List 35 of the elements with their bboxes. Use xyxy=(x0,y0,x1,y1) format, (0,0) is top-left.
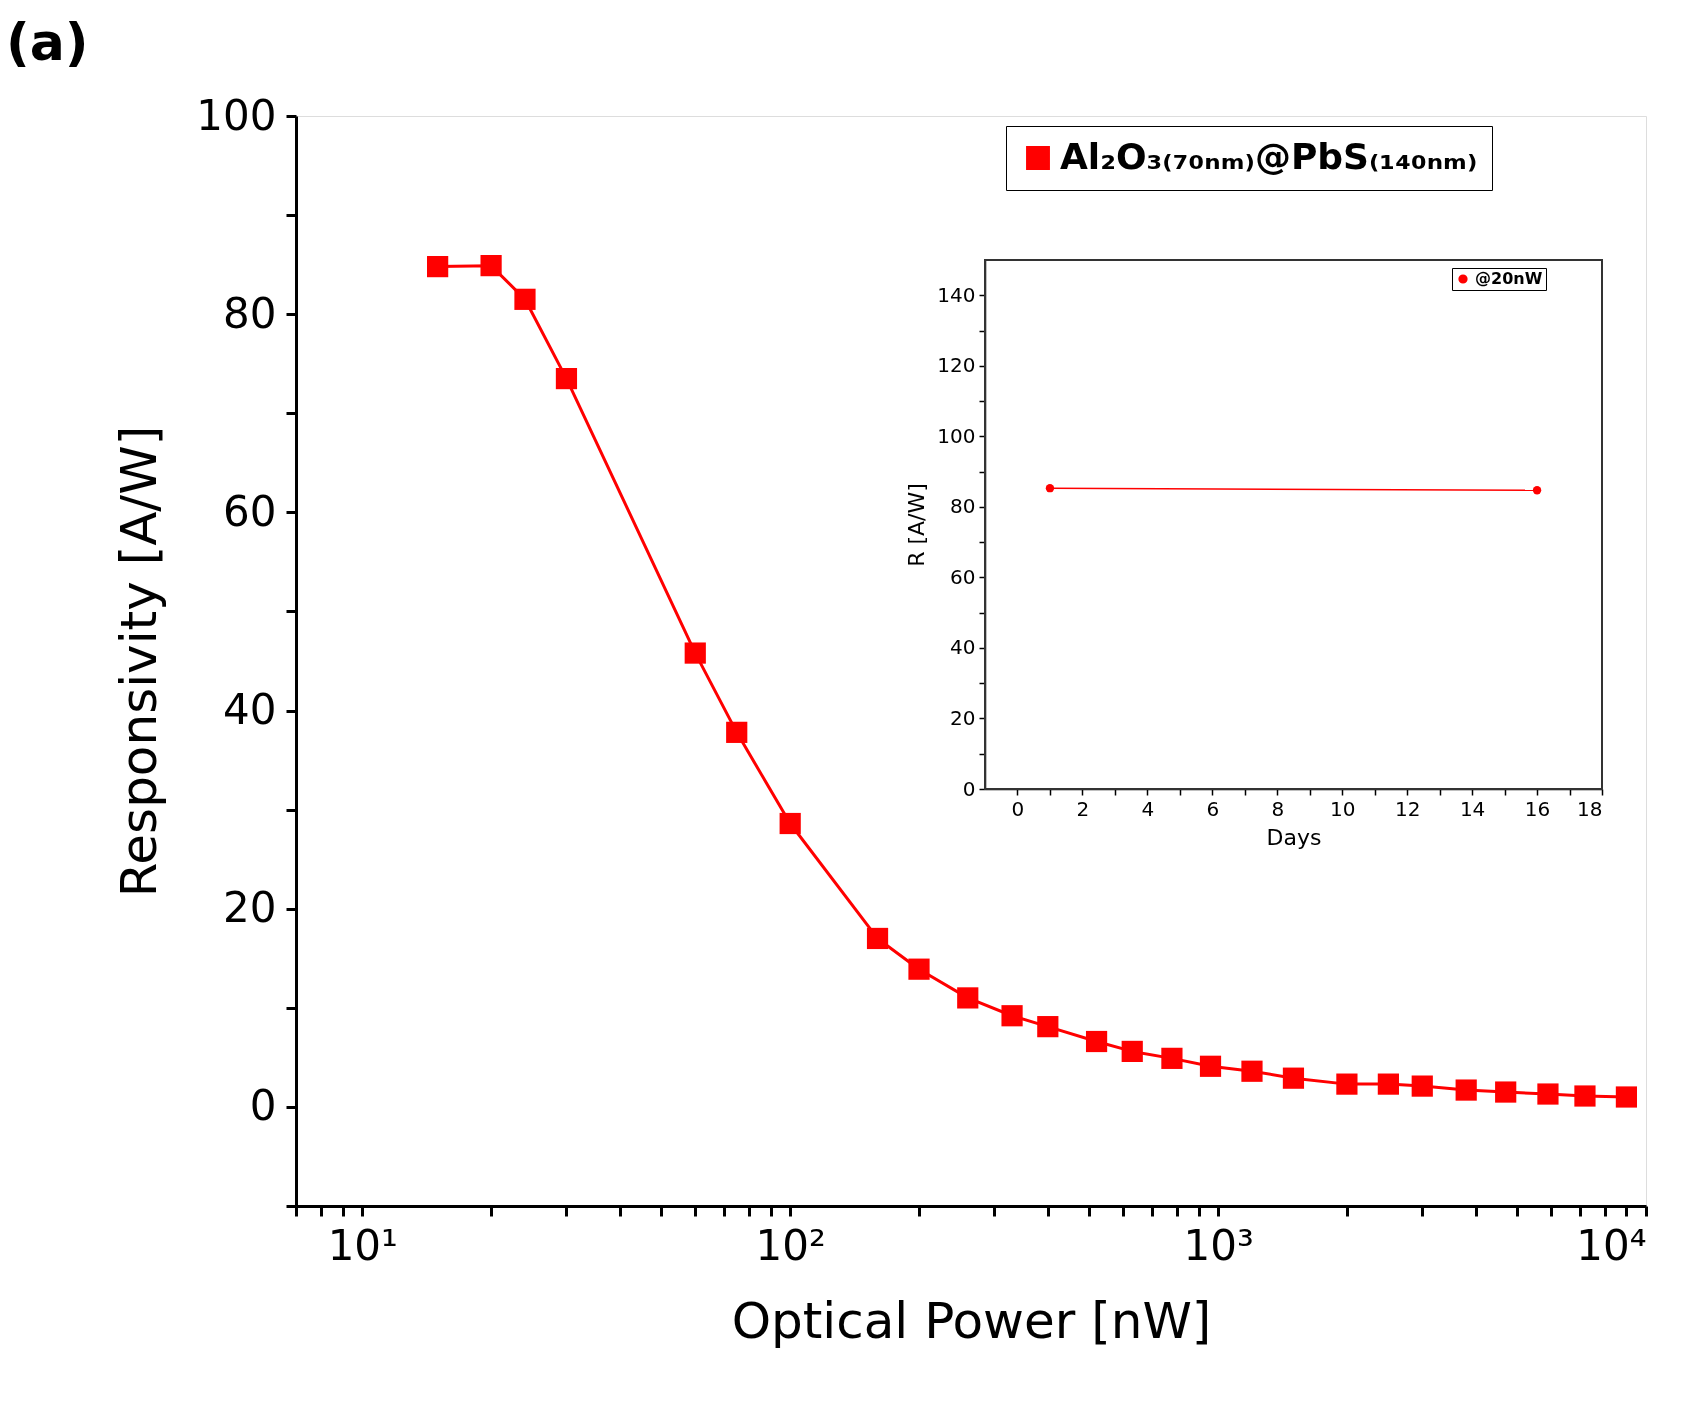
x-tick-label: 10³ xyxy=(1183,1220,1254,1270)
x-tick-label: 6 xyxy=(1206,796,1220,821)
y-tick-label: 100 xyxy=(937,423,976,448)
y-axis-title: R [A/W] xyxy=(904,483,930,567)
y-tick-label: 80 xyxy=(223,288,277,338)
x-axis-title: Days xyxy=(1266,824,1322,850)
x-tick-label: 12 xyxy=(1394,796,1421,821)
y-tick-label: 140 xyxy=(937,282,976,307)
chart-title: (a) xyxy=(6,12,89,72)
legend-label: @20nW xyxy=(1475,269,1543,288)
x-tick-label: 10¹ xyxy=(327,1220,398,1270)
y-tick-label: 100 xyxy=(196,90,277,140)
y-tick-label: 80 xyxy=(950,494,976,519)
y-tick-label: 0 xyxy=(249,1081,277,1131)
y-tick-label: 0 xyxy=(962,776,976,801)
legend-label: Al₂O₃₍₇₀ₙₘ₎@PbS₍₁₄₀ₙₘ₎ xyxy=(1060,136,1478,177)
x-tick-label: 16 xyxy=(1524,796,1551,821)
x-axis-title: Optical Power [nW] xyxy=(731,1291,1212,1350)
x-tick-label: 14 xyxy=(1459,796,1486,821)
x-tick-label: 10 xyxy=(1329,796,1356,821)
x-tick-label: 8 xyxy=(1271,796,1285,821)
y-tick-label: 60 xyxy=(223,486,277,536)
x-tick-label: 2 xyxy=(1076,796,1090,821)
x-tick-label: 10⁴ xyxy=(1576,1220,1647,1270)
y-tick-label: 60 xyxy=(950,564,976,589)
y-axis-title: Responsivity [A/W] xyxy=(110,425,169,898)
y-tick-label: 40 xyxy=(950,635,976,660)
x-tick-label: 18 xyxy=(1577,796,1603,821)
y-tick-label: 20 xyxy=(950,705,976,730)
y-tick-label: 40 xyxy=(223,685,277,735)
y-tick-label: 120 xyxy=(937,353,976,378)
x-tick-label: 4 xyxy=(1141,796,1155,821)
x-tick-label: 10² xyxy=(755,1220,826,1270)
x-tick-label: 0 xyxy=(1011,796,1025,821)
y-tick-label: 20 xyxy=(223,883,277,933)
